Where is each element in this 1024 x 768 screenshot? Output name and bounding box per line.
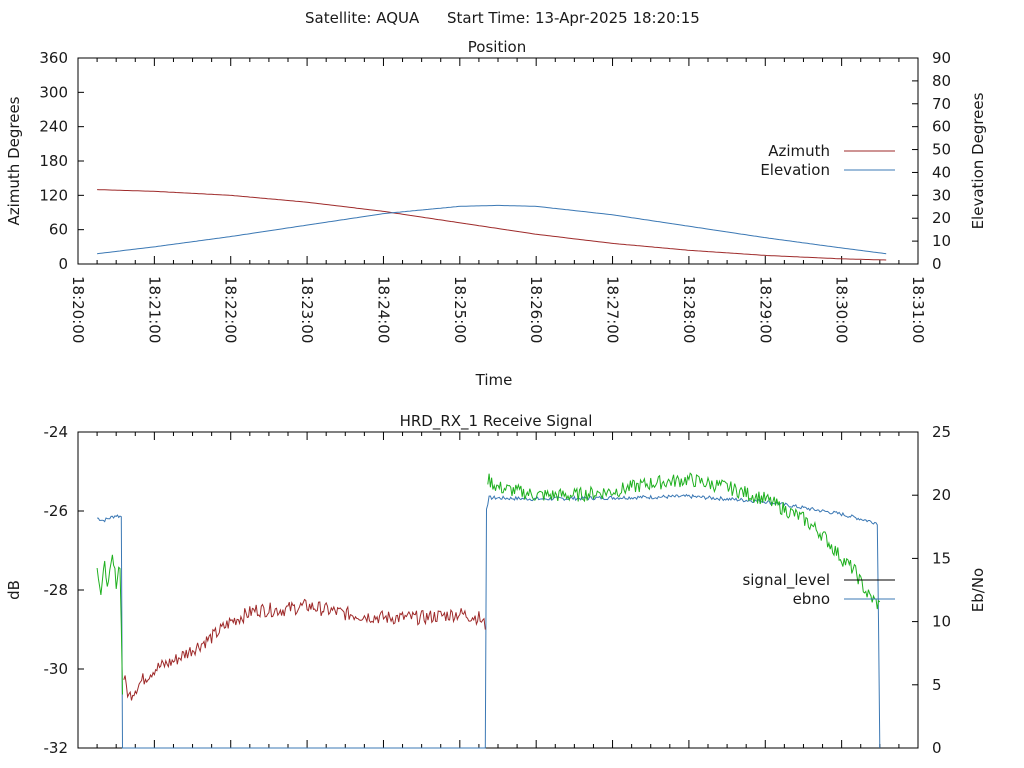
signal-chart: HRD_RX_1 Receive Signal -32-30-28-26-24 … xyxy=(5,412,987,757)
y2-tick-label: 90 xyxy=(932,49,951,67)
signal-y-ticks: -32 -30 -28 -26 -24 xyxy=(44,423,84,757)
series-line-azimuth xyxy=(97,189,887,261)
y-tick-label: 60 xyxy=(49,221,68,239)
y-tick-label: -30 xyxy=(44,660,69,678)
y2-tick-label: 20 xyxy=(932,486,951,504)
y2-tick-label: 40 xyxy=(932,163,951,181)
y2-tick-label: 5 xyxy=(932,676,942,694)
signal-x-ticks xyxy=(77,432,919,748)
x-tick-label: 18:22:00 xyxy=(222,276,240,343)
x-tick-label: 18:21:00 xyxy=(145,276,163,343)
y2-tick-label: 30 xyxy=(932,186,951,204)
y-tick-label: -24 xyxy=(44,423,69,441)
series-line-elevation xyxy=(97,204,887,255)
y-tick-label: 240 xyxy=(39,118,68,136)
position-legend: Azimuth Elevation xyxy=(760,142,895,179)
signal-legend: signal_level ebno xyxy=(742,571,895,608)
signal-y2-axis-label: Eb/No xyxy=(969,568,987,612)
y-tick-label: -26 xyxy=(44,502,69,520)
x-tick-label: 18:25:00 xyxy=(451,276,469,343)
header-start-time: Start Time: 13-Apr-2025 18:20:15 xyxy=(447,9,700,27)
position-x-axis-label: Time xyxy=(475,371,513,389)
y2-tick-label: 0 xyxy=(932,739,942,757)
y-tick-label: 120 xyxy=(39,186,68,204)
legend-label-signal-level: signal_level xyxy=(742,571,830,590)
y2-tick-label: 20 xyxy=(932,209,951,227)
y-tick-label: -28 xyxy=(44,581,69,599)
y-tick-label: -32 xyxy=(44,739,69,757)
y2-tick-label: 0 xyxy=(932,255,942,273)
signal-series xyxy=(96,472,881,749)
series-line-signal-level-3 xyxy=(487,472,881,610)
x-tick-label: 18:29:00 xyxy=(756,276,774,343)
y2-tick-label: 15 xyxy=(932,549,951,567)
x-tick-label: 18:31:00 xyxy=(909,276,927,343)
signal-y-axis-label: dB xyxy=(5,580,23,600)
position-x-ticks: 18:20:00 18:21:00 18:22:00 18:23:00 18:24:00… xyxy=(69,58,927,343)
y2-tick-label: 25 xyxy=(932,423,951,441)
legend-label-ebno: ebno xyxy=(793,590,830,608)
y-tick-label: 360 xyxy=(39,49,68,67)
y-tick-label: 0 xyxy=(58,255,68,273)
x-tick-label: 18:28:00 xyxy=(680,276,698,343)
signal-y2-ticks: 0 5 10 15 20 25 xyxy=(912,423,951,757)
y2-tick-label: 10 xyxy=(932,232,951,250)
y2-tick-label: 70 xyxy=(932,95,951,113)
y2-tick-label: 80 xyxy=(932,72,951,90)
x-tick-label: 18:27:00 xyxy=(604,276,622,343)
x-tick-label: 18:26:00 xyxy=(527,276,545,343)
series-line-ebno xyxy=(97,493,881,749)
header-satellite: Satellite: AQUA xyxy=(305,9,420,27)
position-series xyxy=(97,189,887,261)
legend-label-elevation: Elevation xyxy=(760,161,830,179)
y-tick-label: 300 xyxy=(39,83,68,101)
position-y2-ticks: 0 10 20 30 40 50 60 70 80 90 xyxy=(912,49,951,273)
y2-tick-label: 10 xyxy=(932,613,951,631)
series-line-signal-level-2 xyxy=(123,598,486,701)
series-line-signal-level-1 xyxy=(96,554,123,695)
x-tick-label: 18:24:00 xyxy=(374,276,392,343)
position-chart-title: Position xyxy=(468,38,526,56)
x-tick-label: 18:30:00 xyxy=(833,276,851,343)
x-tick-label: 18:20:00 xyxy=(69,276,87,343)
x-tick-label: 18:23:00 xyxy=(298,276,316,343)
legend-label-azimuth: Azimuth xyxy=(768,142,830,160)
position-y2-axis-label: Elevation Degrees xyxy=(969,92,987,229)
y2-tick-label: 50 xyxy=(932,141,951,159)
signal-chart-title: HRD_RX_1 Receive Signal xyxy=(400,412,593,431)
position-y-ticks: 0 60 120 180 240 300 360 xyxy=(39,49,84,273)
y-tick-label: 180 xyxy=(39,152,68,170)
y2-tick-label: 60 xyxy=(932,118,951,136)
position-y-axis-label: Azimuth Degrees xyxy=(5,96,23,225)
position-chart: Position 0 60 120 180 240 300 360 0 10 20 30 40 50 6… xyxy=(5,38,987,389)
